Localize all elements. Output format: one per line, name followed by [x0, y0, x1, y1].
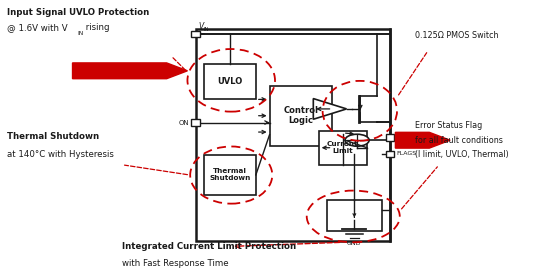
- Bar: [191, 119, 200, 126]
- Bar: [204, 64, 256, 99]
- Text: (I limit, UVLO, Thermal): (I limit, UVLO, Thermal): [415, 150, 508, 159]
- Text: Input Signal UVLO Protection: Input Signal UVLO Protection: [7, 8, 149, 17]
- Bar: [386, 134, 394, 141]
- Bar: [191, 31, 200, 37]
- Circle shape: [345, 134, 369, 146]
- Text: Error Status Flag: Error Status Flag: [415, 121, 482, 130]
- Bar: [327, 200, 382, 232]
- Text: Control
Logic: Control Logic: [283, 106, 318, 125]
- Text: Thermal Shutdown: Thermal Shutdown: [7, 132, 99, 141]
- Text: GND: GND: [347, 241, 361, 246]
- Text: for all fault conditions: for all fault conditions: [415, 136, 502, 145]
- Text: @ 1.6V with V: @ 1.6V with V: [7, 23, 68, 32]
- Bar: [196, 29, 390, 241]
- Text: FLAGS: FLAGS: [397, 151, 416, 156]
- Text: V: V: [199, 22, 204, 31]
- Text: UVLO: UVLO: [217, 77, 243, 86]
- FancyArrow shape: [73, 63, 188, 79]
- Text: at 140°C with Hysteresis: at 140°C with Hysteresis: [7, 150, 114, 159]
- Text: Integrated Current Limit Protection: Integrated Current Limit Protection: [122, 242, 296, 251]
- Polygon shape: [314, 98, 346, 119]
- Text: Current
Limit: Current Limit: [327, 141, 359, 154]
- Bar: [386, 151, 394, 157]
- Text: IN: IN: [77, 31, 84, 36]
- Text: rising: rising: [84, 23, 110, 32]
- Text: with Fast Response Time: with Fast Response Time: [122, 259, 228, 268]
- Text: Thermal
Shutdown: Thermal Shutdown: [209, 168, 251, 182]
- Bar: [204, 155, 256, 195]
- Text: ON: ON: [178, 120, 189, 125]
- FancyArrow shape: [395, 132, 450, 148]
- Text: OUT: OUT: [402, 136, 413, 141]
- Bar: [270, 86, 332, 146]
- Text: 0.125Ω PMOS Switch: 0.125Ω PMOS Switch: [415, 31, 498, 40]
- Text: V: V: [397, 132, 402, 141]
- Text: IN: IN: [204, 28, 209, 32]
- Bar: [319, 131, 367, 165]
